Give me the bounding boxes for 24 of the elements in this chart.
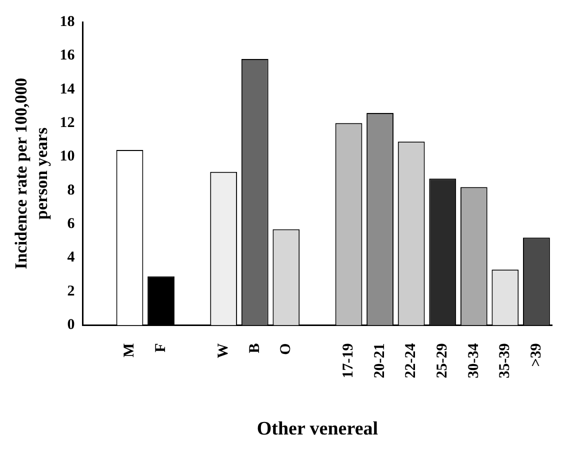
x-tick-label: 35-39	[497, 343, 514, 378]
x-tick-label: F	[152, 343, 169, 352]
y-tick-label: 14	[60, 81, 76, 98]
y-axis-title: Incidence rate per 100,000 person years	[12, 78, 51, 270]
y-tick-label: 4	[67, 250, 76, 266]
x-tick-label: 30-34	[466, 342, 482, 378]
x-tick-label: 25-29	[434, 343, 450, 378]
x-tick-label: >39	[528, 343, 544, 367]
y-tick-label: 10	[60, 148, 75, 165]
y-tick-label: 12	[60, 114, 75, 131]
x-tick-label: 22-24	[403, 342, 420, 378]
x-tick-label: B	[246, 343, 263, 354]
x-tick-label: 20-21	[372, 343, 388, 378]
x-axis-title: Other venereal	[256, 418, 378, 440]
x-tick-label: W	[215, 343, 232, 358]
y-tick-label: 6	[67, 216, 76, 232]
y-tick-label: 8	[67, 182, 75, 198]
x-tick-label: M	[122, 343, 138, 358]
y-tick-label: 2	[67, 283, 75, 300]
x-tick-label: 17-19	[340, 343, 357, 378]
y-tick-label: 0	[67, 317, 75, 334]
y-tick-label: 16	[60, 48, 76, 64]
y-tick-label: 18	[60, 14, 75, 30]
x-tick-label: O	[278, 343, 294, 355]
